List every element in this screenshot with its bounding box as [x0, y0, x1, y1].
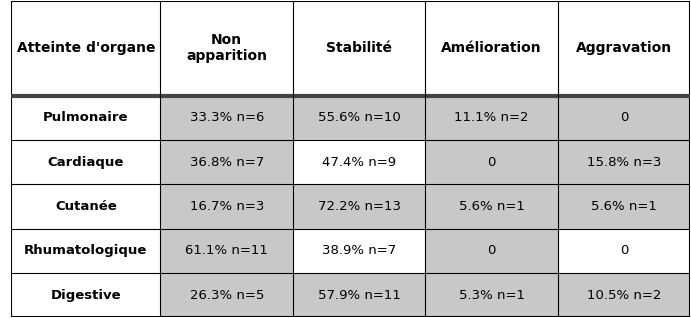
Text: Aggravation: Aggravation — [576, 41, 672, 55]
Bar — [558, 140, 690, 184]
Text: 61.1% n=11: 61.1% n=11 — [185, 244, 268, 257]
Bar — [293, 96, 426, 140]
Text: Amélioration: Amélioration — [442, 41, 542, 55]
Bar — [160, 96, 293, 140]
Text: Non
apparition: Non apparition — [186, 33, 267, 63]
Text: 33.3% n=6: 33.3% n=6 — [189, 111, 264, 124]
Bar — [426, 184, 558, 229]
Text: Cutanée: Cutanée — [55, 200, 117, 213]
Text: Stabilité: Stabilité — [326, 41, 392, 55]
Bar — [160, 1, 293, 96]
Bar — [11, 1, 160, 96]
Text: 11.1% n=2: 11.1% n=2 — [455, 111, 529, 124]
Text: 5.6% n=1: 5.6% n=1 — [591, 200, 657, 213]
Bar — [558, 273, 690, 317]
Text: 10.5% n=2: 10.5% n=2 — [587, 289, 661, 302]
Bar — [11, 229, 160, 273]
Text: 5.6% n=1: 5.6% n=1 — [459, 200, 524, 213]
Bar — [426, 273, 558, 317]
Text: 0: 0 — [487, 244, 496, 257]
Bar — [426, 1, 558, 96]
Text: 57.9% n=11: 57.9% n=11 — [318, 289, 401, 302]
Bar — [11, 273, 160, 317]
Text: 0: 0 — [487, 156, 496, 169]
Text: 16.7% n=3: 16.7% n=3 — [189, 200, 264, 213]
Bar — [11, 96, 160, 140]
Text: 36.8% n=7: 36.8% n=7 — [189, 156, 264, 169]
Bar — [160, 229, 293, 273]
Bar — [293, 140, 426, 184]
Bar — [426, 140, 558, 184]
Bar — [293, 273, 426, 317]
Bar — [558, 1, 690, 96]
Bar — [293, 184, 426, 229]
Bar — [160, 140, 293, 184]
Text: 72.2% n=13: 72.2% n=13 — [318, 200, 401, 213]
Bar — [558, 229, 690, 273]
Bar — [11, 140, 160, 184]
Bar — [293, 1, 426, 96]
Text: 38.9% n=7: 38.9% n=7 — [322, 244, 396, 257]
Text: 15.8% n=3: 15.8% n=3 — [587, 156, 661, 169]
Bar — [11, 184, 160, 229]
Bar — [558, 96, 690, 140]
Text: Atteinte d'organe: Atteinte d'organe — [17, 41, 155, 55]
Bar — [160, 184, 293, 229]
Text: 55.6% n=10: 55.6% n=10 — [318, 111, 401, 124]
Text: Digestive: Digestive — [50, 289, 121, 302]
Text: 5.3% n=1: 5.3% n=1 — [459, 289, 524, 302]
Text: 47.4% n=9: 47.4% n=9 — [322, 156, 396, 169]
Text: 0: 0 — [620, 244, 628, 257]
Bar — [293, 229, 426, 273]
Text: Pulmonaire: Pulmonaire — [43, 111, 129, 124]
Text: 26.3% n=5: 26.3% n=5 — [189, 289, 264, 302]
Bar — [160, 273, 293, 317]
Bar — [426, 229, 558, 273]
Text: Cardiaque: Cardiaque — [48, 156, 124, 169]
Bar — [558, 184, 690, 229]
Bar — [426, 96, 558, 140]
Text: Rhumatologique: Rhumatologique — [24, 244, 147, 257]
Text: 0: 0 — [620, 111, 628, 124]
